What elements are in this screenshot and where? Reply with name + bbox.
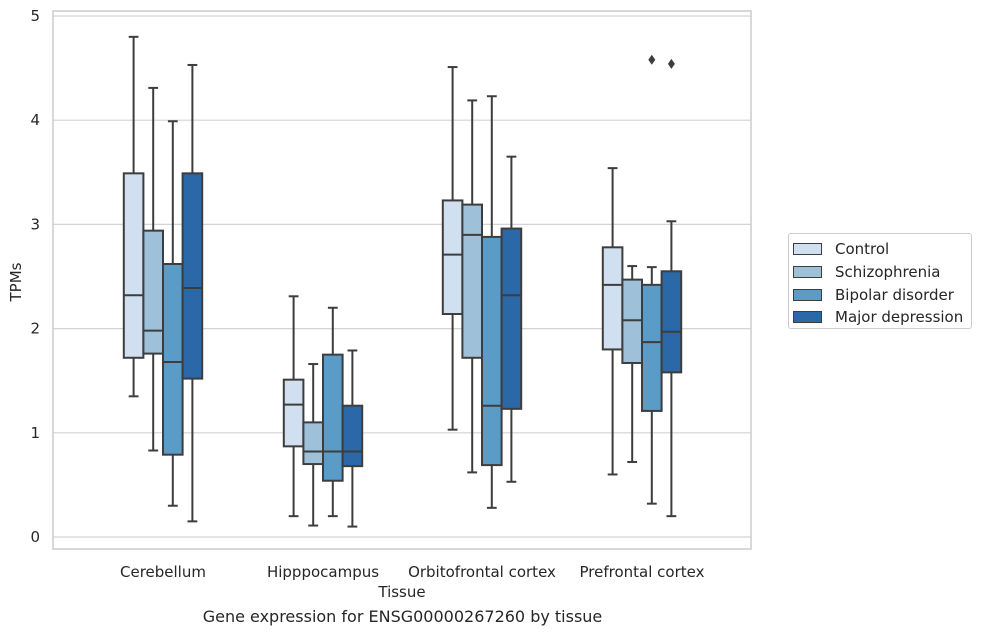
box-iqr: [142, 229, 164, 355]
x-tick-labels: Cerebellum Hipppocampus Orbitofrontal cort…: [120, 563, 705, 581]
legend-item: Major depression: [793, 306, 971, 329]
legend-swatch: [793, 243, 822, 256]
box-bipolar-disorder-hipppocampus: [322, 306, 344, 518]
y-tick-label: 2: [30, 320, 40, 338]
x-tick-label: Cerebellum: [120, 563, 206, 581]
y-axis-label: TPMs: [7, 262, 25, 302]
box-major-depression-hipppocampus: [341, 349, 364, 528]
y-tick-label: 1: [30, 424, 40, 442]
x-tick-label: Orbitofrontal cortex: [408, 563, 556, 581]
box-iqr: [660, 270, 683, 374]
box-iqr: [601, 246, 624, 351]
box-iqr: [282, 378, 305, 448]
box-control-orbitofrontal-cortex: [441, 66, 464, 431]
box-major-depression-cerebellum: [181, 63, 204, 523]
box-iqr: [481, 235, 503, 467]
x-tick-label: Prefrontal cortex: [580, 563, 705, 581]
box-iqr: [322, 353, 344, 482]
box-schizophrenia-hipppocampus: [302, 363, 324, 527]
box-iqr: [341, 404, 364, 468]
legend-item: Schizophrenia: [793, 261, 971, 284]
box-iqr: [461, 203, 483, 359]
box-major-depression-orbitofrontal-cortex: [500, 155, 523, 483]
box-schizophrenia-orbitofrontal-cortex: [461, 99, 483, 474]
y-tick-label: 4: [30, 111, 40, 129]
legend-swatch: [793, 311, 822, 324]
plot-frame: [52, 10, 752, 550]
y-tick-label: 5: [30, 7, 40, 25]
y-tick-labels: 0 1 2 3 4 5: [30, 7, 40, 546]
box-iqr: [122, 172, 145, 359]
legend-label: Control: [835, 240, 890, 259]
outlier-point: [667, 58, 675, 69]
box-iqr: [162, 262, 184, 456]
box-iqr: [181, 172, 204, 380]
chart-caption: Gene expression for ENSG00000267260 by t…: [202, 607, 603, 626]
box-control-hipppocampus: [282, 295, 305, 518]
legend-label: Major depression: [835, 308, 964, 327]
outlier-point: [648, 54, 656, 65]
box-iqr: [500, 227, 523, 410]
y-tick-label: 0: [30, 528, 40, 546]
box-iqr: [302, 421, 324, 466]
box-control-cerebellum: [122, 35, 145, 398]
legend-label: Schizophrenia: [835, 263, 941, 282]
box-schizophrenia-prefrontal-cortex: [621, 265, 644, 463]
legend-swatch: [793, 288, 822, 301]
box-iqr: [641, 283, 663, 412]
x-tick-label: Hipppocampus: [267, 563, 379, 581]
box-series: [122, 35, 683, 528]
legend: Control Schizophrenia Bipolar disorder Majo…: [788, 233, 972, 329]
box-bipolar-disorder-prefrontal-cortex: [641, 54, 663, 505]
box-bipolar-disorder-orbitofrontal-cortex: [481, 95, 503, 509]
box-schizophrenia-cerebellum: [142, 86, 164, 452]
box-control-prefrontal-cortex: [601, 167, 624, 476]
box-iqr: [441, 199, 464, 316]
legend-item: Bipolar disorder: [793, 283, 971, 306]
legend-item: Control: [793, 238, 971, 261]
box-iqr: [621, 278, 644, 364]
box-bipolar-disorder-cerebellum: [162, 120, 184, 507]
x-axis-label: Tissue: [377, 583, 425, 601]
box-major-depression-prefrontal-cortex: [660, 58, 683, 518]
legend-swatch: [793, 266, 822, 279]
y-tick-label: 3: [30, 215, 40, 233]
legend-label: Bipolar disorder: [835, 285, 954, 304]
